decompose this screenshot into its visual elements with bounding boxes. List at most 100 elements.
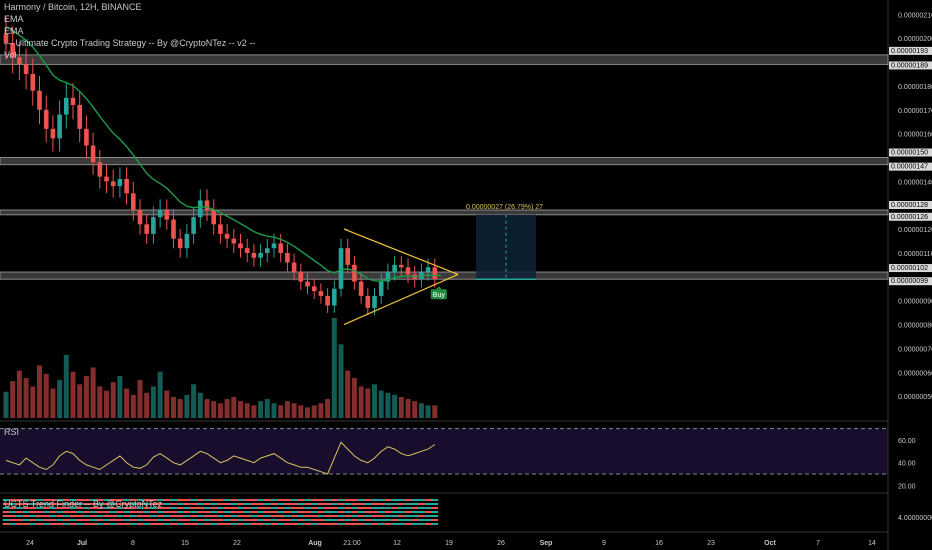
trend-cell	[190, 503, 197, 505]
trend-cell	[2, 523, 10, 525]
volume-bar	[238, 401, 243, 418]
trend-cell	[404, 515, 412, 517]
candle-body	[392, 264, 397, 273]
volume-bar	[325, 399, 331, 418]
price-tick-label: 0.00000200	[898, 36, 932, 43]
trend-cell	[344, 503, 352, 505]
trend-cell	[36, 519, 43, 521]
trend-cell	[424, 519, 432, 521]
trend-cell	[223, 503, 231, 505]
trend-cell	[411, 519, 419, 521]
trend-cell	[203, 523, 211, 525]
trend-cell	[116, 523, 124, 525]
triangle-upper	[343, 228, 459, 275]
trend-cell	[257, 503, 264, 505]
volume-bar	[16, 370, 22, 418]
trend-cell	[270, 523, 278, 525]
trend-cell	[297, 499, 305, 501]
trend-cell	[404, 499, 412, 501]
trend-cell	[230, 499, 238, 501]
trend-cell	[284, 519, 291, 521]
trend-cell	[63, 499, 70, 501]
candle-body	[271, 243, 277, 249]
volume-bar	[224, 399, 230, 418]
trend-cell	[69, 519, 77, 521]
volume-bar	[405, 399, 411, 418]
trend-cell	[310, 511, 318, 513]
trend-cell	[210, 503, 218, 505]
trend-cell	[290, 499, 298, 501]
trend-cell	[391, 503, 398, 505]
trend-cell	[2, 499, 10, 501]
trend-cell	[63, 515, 70, 517]
trend-cell	[190, 519, 197, 521]
trend-cell	[324, 507, 331, 509]
trend-cell	[42, 511, 50, 513]
trend-cell	[136, 515, 144, 517]
trend-cell	[16, 499, 23, 501]
candle-body	[90, 145, 96, 163]
volume-bar	[57, 380, 63, 418]
trend-cell	[76, 499, 84, 501]
price-tag-bg	[889, 277, 932, 286]
trend-cell	[156, 523, 164, 525]
trend-cell	[351, 519, 358, 521]
trend-cell	[2, 511, 10, 513]
trend-cell	[190, 515, 197, 517]
trend-cell	[96, 507, 104, 509]
trend-cell	[398, 503, 405, 505]
trend-cell	[357, 499, 365, 501]
candle-body	[251, 252, 257, 258]
trend-cell	[49, 515, 57, 517]
trend-cell	[217, 523, 224, 525]
volume-bar	[305, 407, 310, 418]
trend-cell	[384, 515, 392, 517]
x-tick-label: 26	[497, 540, 505, 547]
trend-cell	[290, 519, 298, 521]
trend-cell	[69, 499, 77, 501]
trend-cell	[203, 503, 211, 505]
price-tick-label: 0.00000080	[898, 323, 932, 330]
price-tick-label: 0.00000189	[891, 62, 928, 69]
trend-cell	[22, 511, 30, 513]
buy-signal-box	[430, 289, 447, 300]
triangle-lower	[343, 273, 459, 326]
volume-bar	[117, 375, 123, 418]
trend-cell	[36, 499, 43, 501]
candle-body	[432, 267, 438, 280]
trend-cell	[42, 523, 50, 525]
trend-cell	[237, 511, 244, 513]
volume-bar	[378, 390, 384, 418]
trend-cell	[210, 499, 218, 501]
trend-cell	[344, 507, 352, 509]
trend-cell	[89, 503, 97, 505]
trend-cell	[89, 523, 97, 525]
candle-body	[244, 248, 250, 253]
trend-cell	[42, 503, 50, 505]
trend-cell	[130, 499, 137, 501]
candle-body	[50, 128, 56, 139]
volume-bar	[291, 403, 297, 418]
trend-cell	[357, 523, 365, 525]
trend-cell	[150, 507, 157, 509]
volume-bar	[217, 403, 223, 418]
trend-cell	[56, 523, 63, 525]
trend-cell	[183, 515, 191, 517]
trend-cell	[176, 515, 184, 517]
trend-cell	[190, 511, 197, 513]
trend-cell	[190, 507, 197, 509]
volume-bar	[150, 386, 156, 418]
trend-cell	[83, 523, 90, 525]
candle-body	[77, 105, 82, 129]
rsi-tick-label: 40.00	[898, 461, 916, 468]
trend-cell	[270, 515, 278, 517]
trend-cell	[16, 523, 23, 525]
trend-cell	[116, 499, 124, 501]
trend-cell	[9, 499, 17, 501]
trend-cell	[96, 503, 104, 505]
trend-cell	[337, 515, 345, 517]
trend-cell	[29, 523, 37, 525]
trend-cell	[384, 507, 392, 509]
trend-cell	[29, 519, 37, 521]
volume-bar	[284, 401, 290, 418]
